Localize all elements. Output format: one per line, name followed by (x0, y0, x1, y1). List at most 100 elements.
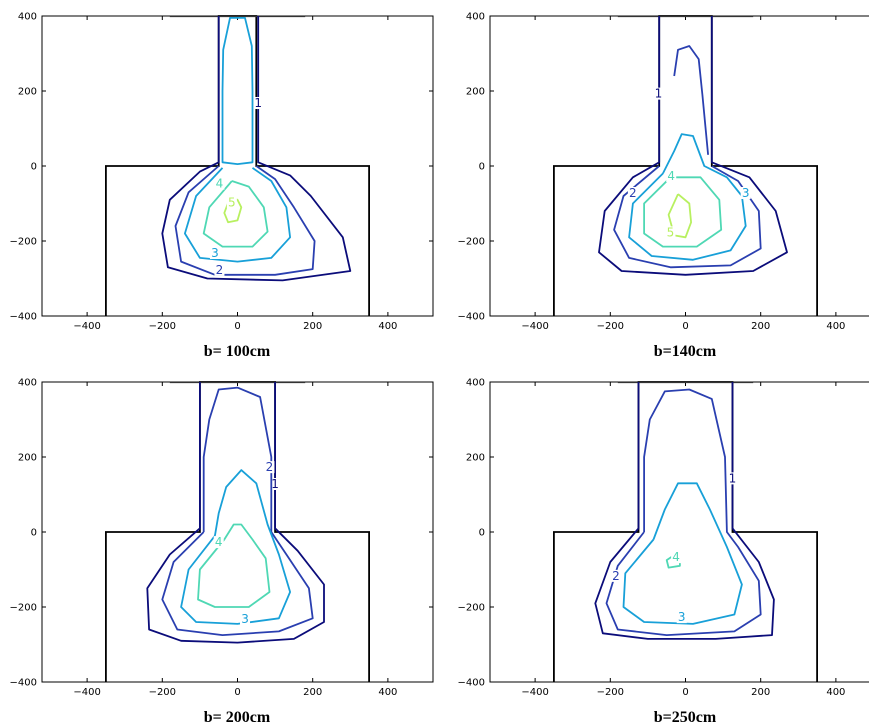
contour-level-2 (174, 165, 316, 276)
contour-level-2 (161, 386, 314, 637)
contour-label-bg (214, 263, 225, 276)
contour-label-bg (740, 187, 751, 199)
contour-label-bg (665, 226, 676, 239)
y-tick-label: 0 (479, 528, 485, 539)
x-tick-label: 400 (826, 321, 845, 332)
contour-label: 2 (266, 460, 274, 474)
contour-label-bg (264, 461, 275, 474)
x-tick-label: 0 (682, 321, 688, 332)
contour-level-1 (594, 382, 775, 640)
x-tick-label: 0 (234, 321, 240, 332)
contour-level-1 (161, 16, 352, 282)
x-tick-label: −400 (521, 321, 548, 332)
contour-level-1 (598, 16, 788, 276)
contour-label-bg (671, 551, 682, 564)
y-tick-label: −200 (458, 603, 485, 614)
y-tick-label: −400 (10, 312, 37, 323)
y-tick-label: −200 (10, 603, 37, 614)
plot-frame (41, 381, 434, 683)
x-tick-label: −400 (73, 687, 100, 698)
contour-label: 2 (612, 569, 620, 583)
y-tick-label: −200 (458, 237, 485, 248)
panel-caption: b= 100cm (204, 343, 271, 360)
contour-label: 1 (271, 477, 279, 491)
contour-label: 4 (667, 169, 675, 183)
x-tick-label: −200 (149, 687, 176, 698)
x-tick-label: 200 (303, 321, 322, 332)
contour-level-5 (667, 193, 693, 239)
contour-label-bg (226, 196, 237, 209)
domain-outline (105, 15, 371, 316)
contour-level-3 (221, 17, 254, 166)
y-tick-label: −400 (10, 678, 37, 689)
contour-label-bg (213, 536, 224, 549)
contour-label-bg (627, 187, 638, 199)
contour-level-3 (622, 482, 743, 625)
contour-level-3 (183, 167, 292, 263)
contour-label: 3 (678, 610, 686, 624)
x-tick-label: 0 (682, 687, 688, 698)
contour-label: 4 (215, 535, 223, 549)
contour-label-bg (666, 170, 677, 183)
y-tick-label: 400 (18, 378, 37, 389)
contour-label: 4 (216, 177, 224, 191)
contour-label-bg (240, 613, 251, 625)
contour-label: 2 (216, 263, 224, 277)
contour-label-bg (653, 87, 664, 100)
x-tick-label: 200 (751, 321, 770, 332)
panel-caption: b=250cm (654, 709, 717, 724)
x-tick-label: −400 (521, 687, 548, 698)
domain-outline (553, 381, 819, 682)
panel-b250: −400 −200 0 200 400 −400 −200 0 200 400 1 2 3 4 b=250c… (458, 378, 869, 724)
contour-level-2 (605, 388, 762, 637)
contour-level-5 (223, 197, 243, 224)
y-tick-label: 400 (466, 12, 485, 23)
domain-outline (553, 15, 819, 316)
x-tick-label: 400 (378, 321, 397, 332)
y-tick-label: 400 (18, 12, 37, 23)
contour-level-3 (628, 133, 747, 261)
contour-label: 1 (254, 96, 262, 110)
domain-outline (105, 381, 371, 682)
y-tick-label: −400 (458, 312, 485, 323)
contour-level-2 (613, 165, 762, 269)
y-tick-label: 200 (18, 87, 37, 98)
y-tick-label: −400 (458, 678, 485, 689)
panel-b140: −400 −200 0 200 400 −400 −200 0 200 400 1 2 3 4 5 b=140… (458, 12, 869, 360)
x-tick-label: −200 (597, 687, 624, 698)
y-tick-label: 0 (31, 528, 37, 539)
y-tick-label: 400 (466, 378, 485, 389)
contour-label-bg (209, 247, 220, 259)
y-tick-label: −200 (10, 237, 37, 248)
contour-label: 4 (672, 550, 680, 564)
y-tick-label: 0 (479, 162, 485, 173)
panel-b200: −400 −200 0 200 400 −400 −200 0 200 400 1 2 3 4 b= 200… (10, 378, 434, 724)
contour-level-1 (146, 382, 325, 644)
contour-level-4 (202, 180, 269, 248)
contour-level-3 (180, 469, 292, 625)
x-tick-label: −400 (73, 321, 100, 332)
x-tick-label: −200 (149, 321, 176, 332)
x-tick-label: 200 (303, 687, 322, 698)
contour-level-4 (197, 523, 271, 608)
contour-label: 1 (729, 471, 737, 485)
x-tick-label: 400 (378, 687, 397, 698)
y-tick-label: 0 (31, 162, 37, 173)
contour-label-bg (610, 569, 621, 582)
contour-label-bg (214, 177, 225, 190)
y-tick-label: 200 (466, 87, 485, 98)
contour-label-bg (727, 472, 738, 485)
contour-level-4 (643, 176, 723, 248)
contour-label: 3 (241, 612, 249, 626)
x-tick-label: 400 (826, 687, 845, 698)
contour-label: 5 (667, 225, 675, 239)
y-tick-label: 200 (466, 453, 485, 464)
x-tick-label: 200 (751, 687, 770, 698)
plot-frame (41, 15, 434, 317)
contour-label: 3 (742, 186, 750, 200)
panel-caption: b= 200cm (204, 709, 271, 724)
contour-label: 3 (211, 246, 219, 260)
x-tick-label: −200 (597, 321, 624, 332)
contour-level-2 (673, 45, 709, 155)
